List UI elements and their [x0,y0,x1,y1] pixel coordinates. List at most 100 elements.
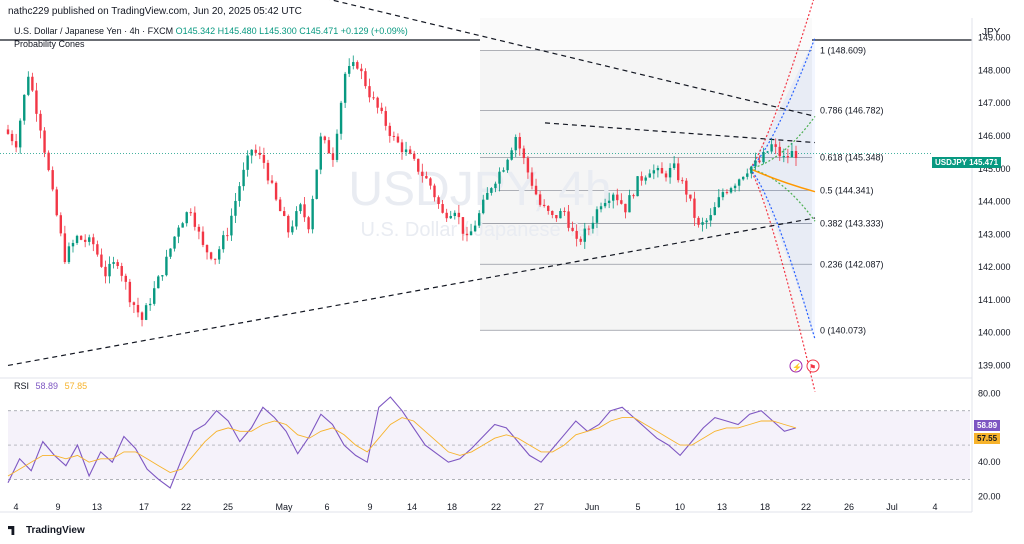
candle-body [185,212,188,224]
time-tick-label: 13 [92,502,102,512]
candle-body [754,160,757,167]
symbol-tag-value: 145.471 [969,158,999,167]
candle-body [372,97,375,99]
fib-level-label: 1 (148.609) [820,45,866,55]
rsi-title: RSI [14,381,30,391]
candle-body [148,303,152,306]
fib-level-label: 0.382 (143.333) [820,218,884,228]
candle-body [534,185,538,195]
lower-trendline [7,217,816,367]
time-tick-label: 9 [55,502,60,512]
candle-body [291,226,294,233]
rsi-tick-label: 20.00 [978,492,1001,502]
candle-body [636,176,639,197]
candle-body [88,237,91,242]
candle-body [299,204,302,212]
indicator-name[interactable]: Probability Cones [14,39,85,49]
candle-body [144,305,148,320]
candle-body [343,73,347,103]
candle-body [83,239,87,242]
candle-body [201,231,205,245]
time-tick-label: 25 [223,502,233,512]
candle-body [721,192,725,198]
candle-body [441,204,444,213]
candle-body [510,150,513,160]
candle-body [746,173,749,177]
tradingview-logo[interactable]: TradingView [8,525,85,536]
candle-body [396,136,400,143]
candle-body [429,178,432,186]
time-tick-label: 27 [534,502,544,512]
candle-body [530,172,534,186]
symbol-tag-label: USDJPY [935,158,967,167]
candle-body [104,266,107,277]
candle-body [218,249,221,260]
candle-body [347,66,351,74]
candle-body [737,179,741,186]
time-tick-label: 4 [13,502,18,512]
candle-body [449,215,452,219]
rsi-value: 58.89 [35,381,59,391]
price-tick-label: 140.000 [978,328,1011,338]
rsi-header: RSI 58.89 57.85 [14,381,87,391]
candle-body [189,212,192,214]
candle-body [786,156,790,158]
candle-body [425,175,428,179]
candle-body [522,148,526,159]
symbol-price-tag: USDJPY 145.471 [932,157,1002,168]
rsi-tick-label: 80.00 [978,389,1001,399]
candle-body [157,276,160,289]
time-tick-label: 17 [139,502,149,512]
candle-body [677,163,680,181]
candle-body [750,166,753,174]
candle-body [112,262,115,264]
rsi-ma-tag: 57.55 [974,433,1001,444]
candle-body [579,238,582,242]
candle-body [35,90,38,114]
candle-body [555,214,558,219]
candle-body [120,266,123,276]
candle-body [660,167,664,174]
candle-body [563,210,566,212]
time-tick-label: Jul [886,502,898,512]
candle-body [132,302,136,305]
time-tick-label: May [275,502,293,512]
event-icon-flag [806,359,820,373]
candle-body [250,149,253,156]
candle-body [433,185,436,198]
candle-body [437,197,440,205]
price-tick-label: 148.000 [978,65,1011,75]
time-tick-label: 13 [717,502,727,512]
time-tick-label: 18 [760,502,770,512]
candle-body [612,194,615,201]
candle-body [193,212,197,227]
candle-body [262,154,266,163]
candle-body [161,275,164,277]
candle-body [368,86,371,98]
candle-body [599,206,603,210]
candle-body [559,210,562,219]
candle-body [603,202,607,207]
candle-body [96,244,99,255]
candle-body [689,194,692,199]
candle-body [477,213,481,226]
candle-body [75,235,79,243]
candle-body [652,170,656,174]
candle-body [18,120,22,148]
candle-body [404,149,408,153]
upper-trendline [329,0,816,117]
candle-body [713,207,716,216]
candle-body [384,111,387,126]
price-tick-label: 147.000 [978,98,1011,108]
candle-body [6,129,10,134]
ohlc-values: O145.342 H145.480 L145.300 C145.471 +0.1… [175,26,408,36]
candle-body [632,195,635,197]
candle-body [43,130,46,153]
fib-level-label: 0.786 (146.782) [820,105,884,115]
candle-body [339,102,343,134]
time-tick-label: 22 [181,502,191,512]
time-tick-label: 14 [407,502,417,512]
candle-body [681,180,684,182]
price-tick-label: 149.000 [978,33,1011,43]
